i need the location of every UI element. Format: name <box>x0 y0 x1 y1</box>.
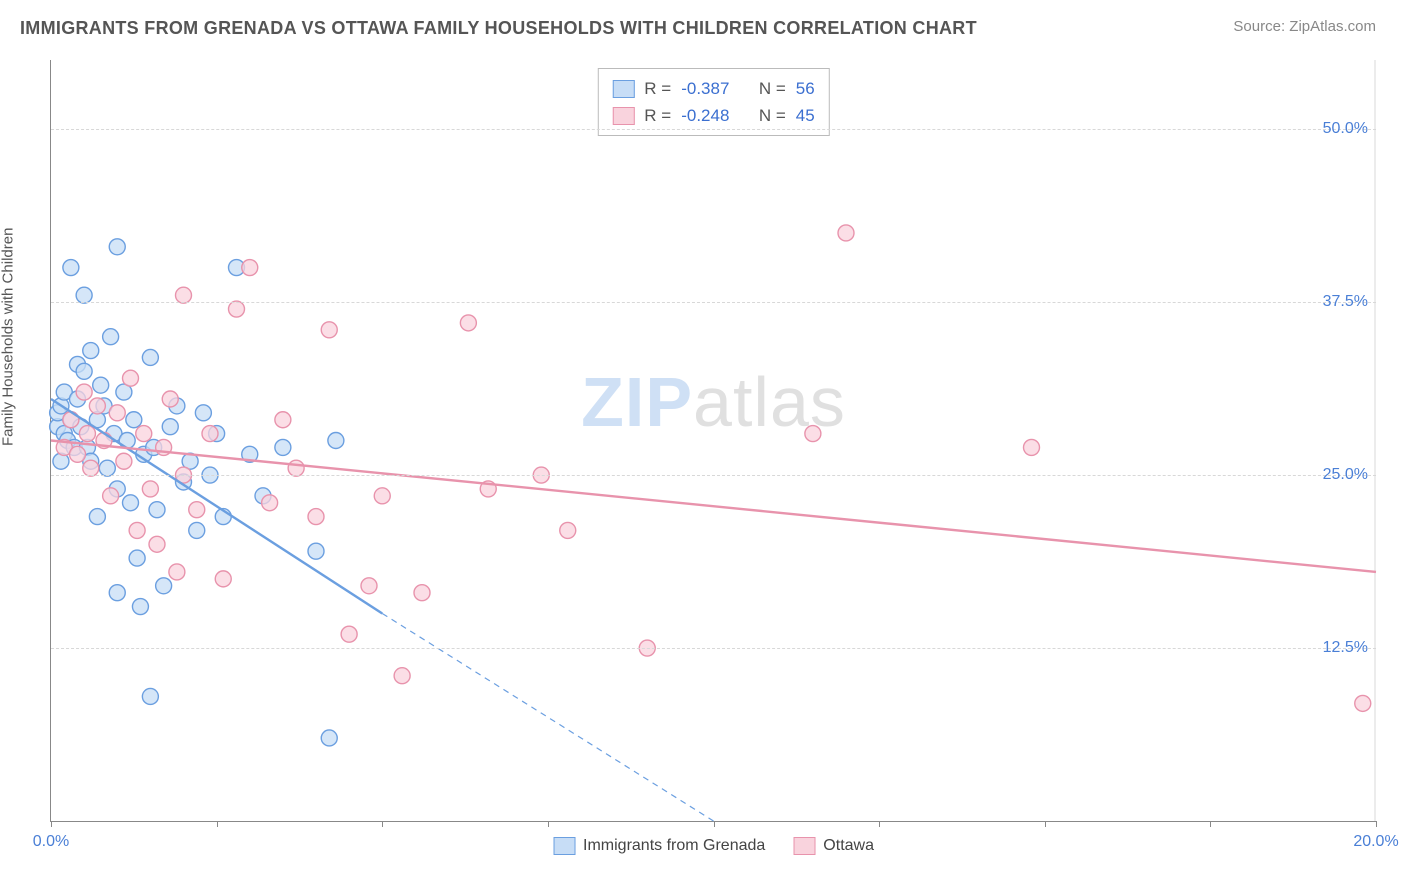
r-label: R = <box>644 75 671 102</box>
plot-area: ZIPatlas R = -0.387 N = 56 R = -0.248 N … <box>50 60 1376 822</box>
y-tick-label: 12.5% <box>1323 639 1368 657</box>
x-tick <box>51 821 52 827</box>
stats-row-grenada: R = -0.387 N = 56 <box>612 75 814 102</box>
x-tick <box>879 821 880 827</box>
n-value-grenada: 56 <box>796 75 815 102</box>
r-value-grenada: -0.387 <box>681 75 729 102</box>
swatch-grenada-2 <box>553 837 575 855</box>
legend-label-grenada: Immigrants from Grenada <box>583 837 765 855</box>
swatch-grenada <box>612 80 634 98</box>
swatch-ottawa <box>612 107 634 125</box>
x-tick <box>1045 821 1046 827</box>
x-tick <box>382 821 383 827</box>
gridline <box>51 129 1376 130</box>
x-tick <box>217 821 218 827</box>
y-axis-label: Family Households with Children <box>0 228 17 446</box>
source: Source: ZipAtlas.com <box>1233 18 1376 36</box>
source-label: Source: <box>1233 18 1289 35</box>
legend-item-grenada: Immigrants from Grenada <box>553 837 765 855</box>
gridline <box>51 302 1376 303</box>
x-tick-label: 20.0% <box>1353 833 1398 851</box>
swatch-ottawa-2 <box>793 837 815 855</box>
source-value: ZipAtlas.com <box>1289 18 1376 35</box>
r-value-ottawa: -0.248 <box>681 102 729 129</box>
chart-title: IMMIGRANTS FROM GRENADA VS OTTAWA FAMILY… <box>20 18 977 39</box>
y-tick-label: 37.5% <box>1323 293 1368 311</box>
x-tick <box>714 821 715 827</box>
gridline <box>51 648 1376 649</box>
stats-legend: R = -0.387 N = 56 R = -0.248 N = 45 <box>597 68 829 136</box>
y-tick-label: 25.0% <box>1323 466 1368 484</box>
stats-row-ottawa: R = -0.248 N = 45 <box>612 102 814 129</box>
scatter-svg <box>51 60 1376 821</box>
x-tick <box>548 821 549 827</box>
x-tick <box>1210 821 1211 827</box>
x-tick <box>1376 821 1377 827</box>
n-label: N = <box>759 75 786 102</box>
r-label-2: R = <box>644 102 671 129</box>
series-legend: Immigrants from Grenada Ottawa <box>553 837 874 855</box>
n-label-2: N = <box>759 102 786 129</box>
legend-item-ottawa: Ottawa <box>793 837 874 855</box>
n-value-ottawa: 45 <box>796 102 815 129</box>
x-tick-label: 0.0% <box>33 833 69 851</box>
y-tick-label: 50.0% <box>1323 120 1368 138</box>
gridline <box>51 475 1376 476</box>
legend-label-ottawa: Ottawa <box>823 837 874 855</box>
